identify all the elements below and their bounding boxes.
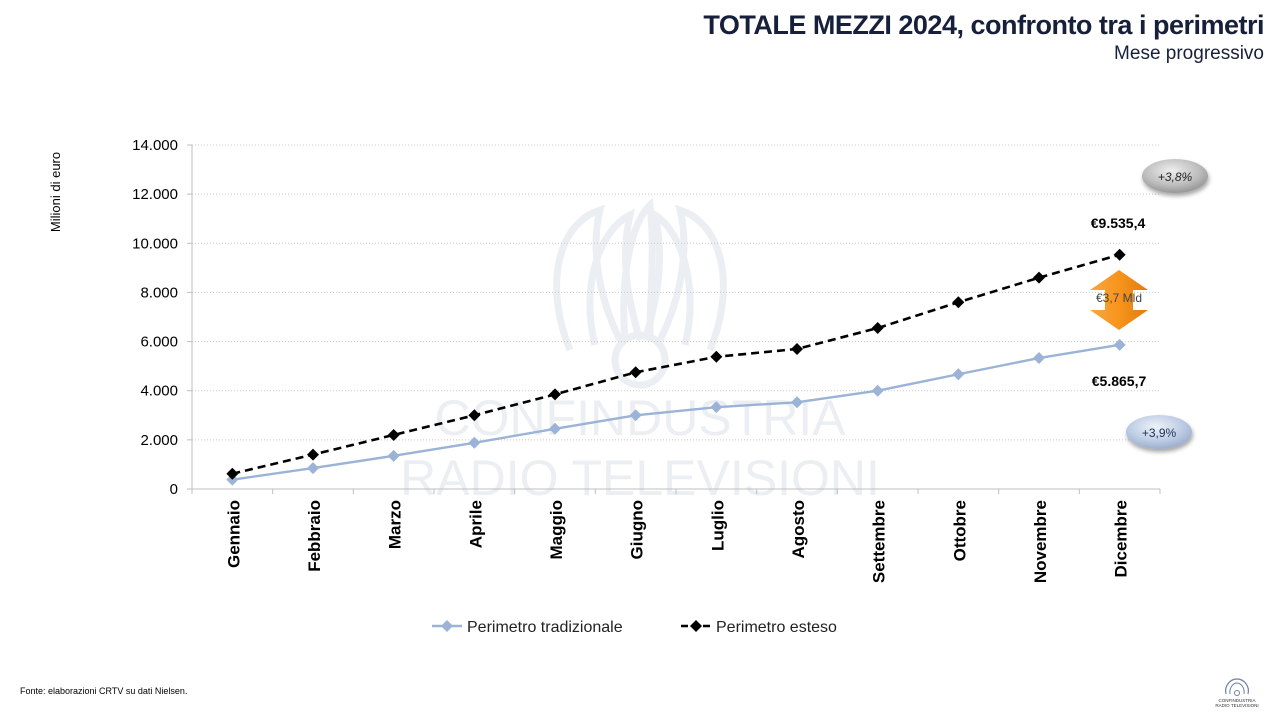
legend-item-tradizionale: Perimetro tradizionale [432,619,623,636]
data-point-perimetro-tradizionale [307,462,319,475]
y-tick-label: 8.000 [140,284,178,301]
x-tick-label: Febbraio [305,500,324,572]
y-axis-label: Milioni di euro [48,152,63,232]
gap-label: €3,7 Mld [1096,291,1142,305]
x-tick-label: Maggio [547,500,566,560]
esteso-growth-text: +3,8% [1158,170,1193,184]
x-tick-label: Luglio [708,500,727,551]
series-perimetro-esteso [226,248,1126,480]
x-tick-label: Ottobre [950,500,969,561]
data-point-perimetro-tradizionale [1113,338,1126,351]
confindustria-logo: CONFINDUSTRIA RADIO TELEVISIONI [1215,678,1259,708]
gap-arrow-icon [1090,270,1148,330]
data-point-perimetro-esteso [307,448,319,461]
footer-logo-line2: RADIO TELEVISIONI [1215,703,1258,708]
data-point-perimetro-tradizionale [871,384,884,397]
grid-lines [192,144,1160,441]
data-point-perimetro-tradizionale [952,368,965,381]
y-tick-label: 0 [170,481,178,498]
data-point-perimetro-esteso [871,322,884,335]
data-point-perimetro-esteso [791,342,803,355]
data-point-perimetro-tradizionale [629,409,642,422]
data-point-perimetro-tradizionale [1033,352,1045,365]
legend: Perimetro tradizionale Perimetro esteso [432,619,837,636]
data-point-perimetro-tradizionale [710,401,723,414]
y-tick-label: 10.000 [132,235,178,252]
data-point-perimetro-esteso [1033,271,1045,284]
legend-marker-esteso [690,620,702,632]
legend-marker-tradizionale [441,620,453,632]
x-axis-ticks: Gennaio Febbraio Marzo Aprile Maggio Giugno Lu… [191,489,1161,583]
legend-label-esteso: Perimetro esteso [716,619,837,636]
y-tick-label: 2.000 [140,432,178,449]
series-perimetro-tradizionale [226,338,1126,486]
tradizionale-growth-bubble: +3,9% [1126,415,1192,449]
data-point-perimetro-esteso [387,428,400,441]
data-point-perimetro-esteso [1113,248,1126,261]
tradizionale-growth-text: +3,9% [1142,426,1177,440]
x-tick-label: Dicembre [1112,500,1131,577]
x-tick-label: Gennaio [224,500,243,568]
watermark-line2: RADIO TELEVISIONI [400,450,880,506]
esteso-end-label: €9.535,4 [1091,215,1146,231]
data-point-perimetro-esteso [629,366,642,379]
x-tick-label: Novembre [1031,500,1050,583]
y-tick-label: 14.000 [132,137,178,154]
series-layer [226,248,1126,486]
x-tick-label: Settembre [870,500,889,583]
data-point-perimetro-esteso [952,296,965,309]
esteso-growth-bubble-shape [1142,159,1208,193]
data-point-perimetro-esteso [468,409,481,422]
x-tick-label: Agosto [789,500,808,559]
data-point-perimetro-tradizionale [791,396,803,409]
x-tick-label: Giugno [628,500,647,559]
data-point-perimetro-tradizionale [468,436,481,449]
legend-item-esteso: Perimetro esteso [681,619,837,636]
tradizionale-growth-bubble-shape [1126,415,1192,449]
series-line-perimetro-tradizionale [232,343,1120,481]
series-line-perimetro-esteso [232,253,1121,476]
y-axis-ticks: 0 2.000 4.000 6.000 8.000 10.000 12.000 14.000 [132,137,192,498]
data-point-perimetro-tradizionale [387,449,400,462]
tradizionale-end-label: €5.865,7 [1092,373,1147,389]
esteso-growth-bubble: +3,8% [1142,159,1208,193]
data-point-perimetro-esteso [710,350,723,363]
watermark-logo: CONFINDUSTRIA RADIO TELEVISIONI [400,197,880,506]
data-point-perimetro-tradizionale [549,422,561,435]
source-note: Fonte: elaborazioni CRTV su dati Nielsen… [20,686,188,696]
watermark-line1: CONFINDUSTRIA [434,390,846,446]
page-subtitle: Mese progressivo [1114,43,1264,64]
data-point-perimetro-esteso [226,467,239,480]
legend-label-tradizionale: Perimetro tradizionale [467,619,623,636]
data-point-perimetro-esteso [549,388,561,401]
gap-arrow: €3,7 Mld [1090,270,1148,330]
x-tick-label: Marzo [386,500,405,549]
x-tick-label: Aprile [466,500,485,548]
y-tick-label: 6.000 [140,334,178,351]
footer-logo-line1: CONFINDUSTRIA [1219,698,1256,703]
y-tick-label: 12.000 [132,186,178,203]
y-tick-label: 4.000 [140,383,178,400]
page-title: TOTALE MEZZI 2024, confronto tra i perim… [703,10,1264,40]
